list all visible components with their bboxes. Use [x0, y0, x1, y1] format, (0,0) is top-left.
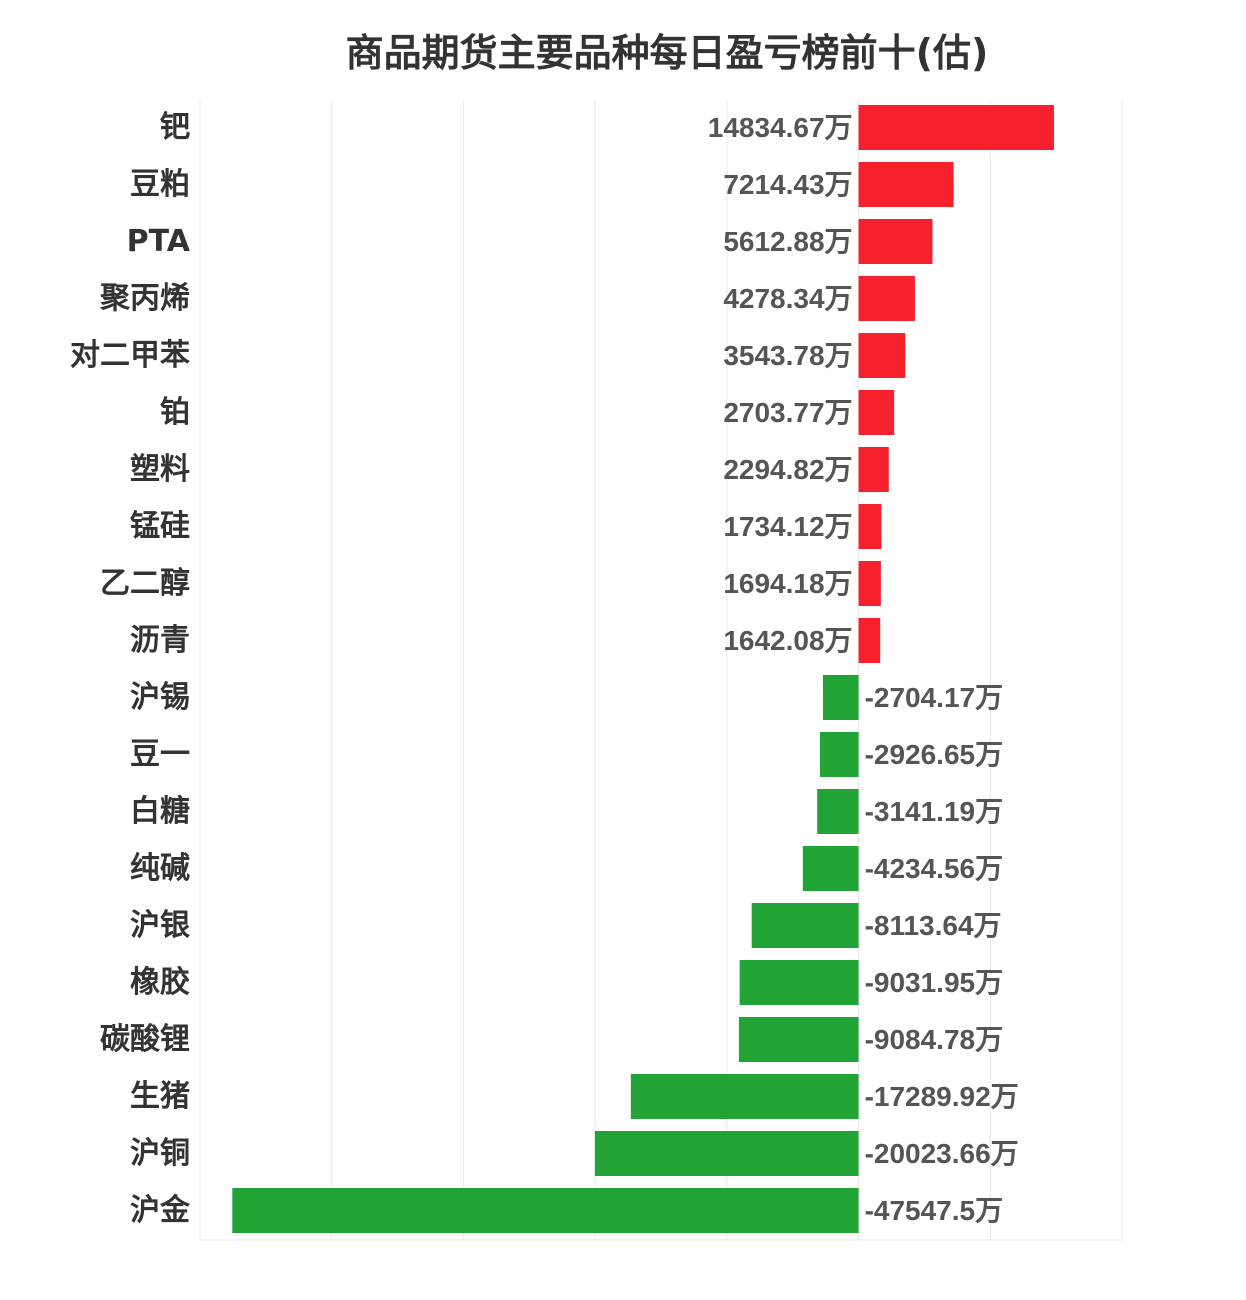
bar [751, 903, 859, 948]
value-label: -9031.95万 [865, 967, 1004, 998]
category-label: 橡胶 [130, 965, 190, 1000]
value-label: -2926.65万 [865, 739, 1004, 770]
category-label: 沪锡 [130, 680, 190, 715]
bar [858, 162, 954, 207]
bar [820, 732, 859, 777]
value-label: 4278.34万 [723, 283, 852, 314]
category-label: 铂 [160, 395, 190, 430]
value-label: -3141.19万 [865, 796, 1004, 827]
category-label: 钯 [160, 110, 190, 145]
category-label: 豆粕 [130, 167, 190, 202]
category-labels: 钯豆粕 PTA 聚丙烯对二甲苯铂塑料锰硅乙二醇沥青沪锡豆一白糖纯碱沪银橡胶碳酸锂生猪… [70, 110, 191, 1228]
bar [858, 561, 881, 606]
category-label: 塑料 [130, 452, 190, 487]
bar [858, 618, 881, 663]
category-label: 聚丙烯 [99, 281, 190, 316]
value-label: 5612.88万 [723, 226, 852, 257]
bars [232, 105, 1054, 1233]
category-label: PTA [127, 224, 191, 259]
value-label: -8113.64万 [865, 910, 1002, 941]
bar [738, 1017, 859, 1062]
category-label: 生猪 [130, 1079, 190, 1114]
bar [739, 960, 859, 1005]
bar [858, 333, 906, 378]
bar [232, 1188, 859, 1233]
category-label: 纯碱 [130, 851, 190, 886]
value-label: 14834.67万 [708, 112, 853, 143]
bar [822, 675, 859, 720]
category-label: 豆一 [130, 737, 190, 772]
value-label: 2294.82万 [723, 454, 852, 485]
category-label: 锰硅 [130, 509, 190, 544]
value-label: -20023.66万 [865, 1138, 1019, 1169]
value-label: -4234.56万 [865, 853, 1004, 884]
bar [858, 105, 1054, 150]
category-label: 碳酸锂 [100, 1022, 190, 1057]
value-label: 7214.43万 [723, 169, 852, 200]
bar [594, 1131, 859, 1176]
bar [802, 846, 859, 891]
bar [858, 390, 895, 435]
value-label: -47547.5万 [865, 1195, 1004, 1226]
bar [630, 1074, 859, 1119]
bar [858, 504, 882, 549]
value-label: -9084.78万 [865, 1024, 1004, 1055]
value-labels: 14834.67万 7214.43万 5612.88万 4278.34万 3543.78… [708, 112, 1019, 1226]
category-label: 白糖 [130, 794, 190, 829]
value-label: 3543.78万 [723, 340, 852, 371]
chart-title: 商品期货主要品种每日盈亏榜前十(估) [345, 31, 989, 75]
value-label: 1734.12万 [723, 511, 852, 542]
category-label: 乙二醇 [100, 566, 190, 601]
category-label: 沪银 [130, 908, 190, 943]
category-label: 沥青 [130, 623, 190, 658]
value-label: 2703.77万 [723, 397, 852, 428]
value-label: 1694.18万 [723, 568, 852, 599]
bar [858, 219, 933, 264]
value-label: -2704.17万 [865, 682, 1004, 713]
bar [817, 789, 859, 834]
category-label: 对二甲苯 [70, 338, 190, 373]
value-label: 1642.08万 [723, 625, 852, 656]
grid-lines [199, 100, 1123, 1241]
category-label: 沪铜 [130, 1136, 190, 1171]
category-label: 沪金 [130, 1193, 191, 1228]
value-label: -17289.92万 [865, 1081, 1019, 1112]
bar [858, 447, 889, 492]
bar [858, 276, 915, 321]
